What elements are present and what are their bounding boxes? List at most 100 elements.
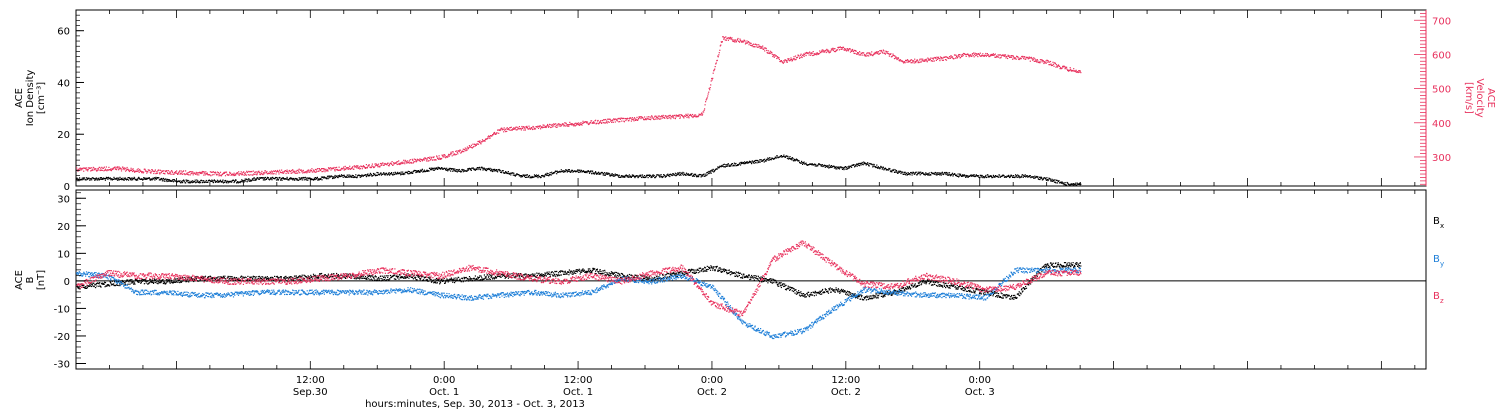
- density-series-point: [551, 171, 553, 173]
- bx-series-point: [514, 276, 516, 278]
- bx-series-point: [394, 274, 396, 276]
- density-series-point: [334, 177, 336, 179]
- velocity-series-point: [956, 56, 958, 58]
- density-series-point: [723, 166, 725, 168]
- velocity-series-point: [296, 169, 298, 172]
- density-series-point: [775, 157, 777, 159]
- velocity-series-point: [1047, 60, 1049, 62]
- density-series-point: [332, 177, 334, 180]
- velocity-series-point: [685, 114, 688, 117]
- bx-series-point: [518, 274, 520, 276]
- velocity-series-point: [287, 171, 289, 173]
- velocity-series-point: [925, 58, 927, 60]
- velocity-series-point: [901, 60, 903, 62]
- density-series-point: [143, 177, 145, 179]
- bx-series-point: [317, 276, 319, 278]
- bx-series-point: [128, 280, 130, 282]
- velocity-series-point: [906, 59, 908, 61]
- velocity-series-point: [688, 117, 690, 119]
- velocity-series-point: [252, 174, 254, 176]
- bx-series-point: [124, 283, 126, 285]
- velocity-series-point: [816, 54, 818, 56]
- density-series-point: [687, 173, 690, 175]
- velocity-series-point: [185, 170, 187, 172]
- density-series-point: [212, 182, 214, 184]
- bx-series-point: [214, 278, 216, 280]
- density-series-point: [320, 176, 323, 178]
- density-series-point: [780, 155, 782, 157]
- density-series-point: [277, 179, 280, 181]
- bx-series-point: [188, 281, 190, 283]
- velocity-series-point: [508, 128, 510, 130]
- velocity-series-point: [114, 168, 117, 170]
- velocity-series-point: [500, 128, 502, 130]
- velocity-series-point: [893, 55, 895, 57]
- velocity-series-point: [236, 173, 238, 175]
- velocity-series-point: [321, 171, 323, 173]
- velocity-series-point: [869, 52, 871, 54]
- velocity-series-point: [110, 170, 112, 172]
- velocity-series-point: [987, 54, 989, 56]
- density-series-point: [661, 176, 663, 178]
- density-series-point: [876, 167, 878, 169]
- velocity-series-point: [115, 169, 118, 171]
- density-series-point: [312, 178, 314, 180]
- velocity-series-point: [849, 48, 851, 50]
- bx-series-point: [295, 275, 297, 277]
- density-series-point: [232, 180, 234, 182]
- bx-series-point: [278, 278, 280, 280]
- velocity-series-point: [361, 168, 363, 170]
- bx-series-point: [125, 280, 127, 282]
- density-series-point: [607, 172, 609, 174]
- density-series-point: [172, 179, 174, 181]
- velocity-series-point: [701, 112, 703, 114]
- velocity-series-point: [273, 173, 275, 175]
- density-series-point: [535, 174, 538, 176]
- density-series-point: [508, 173, 510, 175]
- velocity-series-point: [197, 172, 199, 174]
- bx-series-point: [462, 278, 464, 280]
- bx-series-point: [284, 277, 286, 279]
- velocity-series-point: [103, 166, 105, 168]
- density-series-point: [626, 176, 628, 178]
- density-series-point: [367, 173, 369, 175]
- velocity-series-point: [444, 154, 446, 156]
- velocity-series-point: [575, 124, 577, 126]
- velocity-series-point: [729, 37, 731, 39]
- velocity-series-point: [982, 53, 984, 55]
- density-series-point: [117, 177, 119, 179]
- density-series-point: [972, 175, 974, 177]
- density-series-point: [589, 171, 591, 173]
- density-series-point: [325, 178, 328, 180]
- velocity-series-point: [1017, 57, 1019, 59]
- density-series-point: [724, 166, 726, 168]
- velocity-series-point: [256, 174, 258, 176]
- density-series-point: [248, 178, 250, 180]
- velocity-series-point: [77, 168, 79, 170]
- velocity-series-point: [99, 166, 101, 169]
- density-series-point: [628, 174, 630, 176]
- velocity-series-point: [753, 43, 755, 45]
- bx-series-point: [301, 274, 303, 276]
- velocity-series-point: [1079, 70, 1081, 72]
- velocity-series-point: [973, 56, 975, 58]
- velocity-series-point: [902, 60, 904, 63]
- velocity-series-point: [709, 87, 711, 89]
- velocity-series-point: [554, 125, 556, 127]
- density-series-point: [524, 174, 526, 176]
- bx-series-point: [473, 278, 476, 280]
- velocity-series-point: [980, 55, 982, 57]
- density-series-point: [334, 174, 336, 177]
- density-series-point: [897, 172, 899, 174]
- velocity-series-point: [488, 135, 490, 137]
- bx-series-point: [308, 277, 310, 279]
- density-series-point: [184, 180, 186, 182]
- velocity-series-point: [166, 170, 168, 172]
- density-series-point: [227, 180, 229, 182]
- density-series-point: [275, 176, 277, 179]
- velocity-series-point: [975, 53, 977, 55]
- velocity-series-point: [137, 168, 139, 170]
- density-series-point: [830, 166, 832, 168]
- density-series-point: [255, 179, 257, 181]
- bx-series-point: [113, 284, 115, 287]
